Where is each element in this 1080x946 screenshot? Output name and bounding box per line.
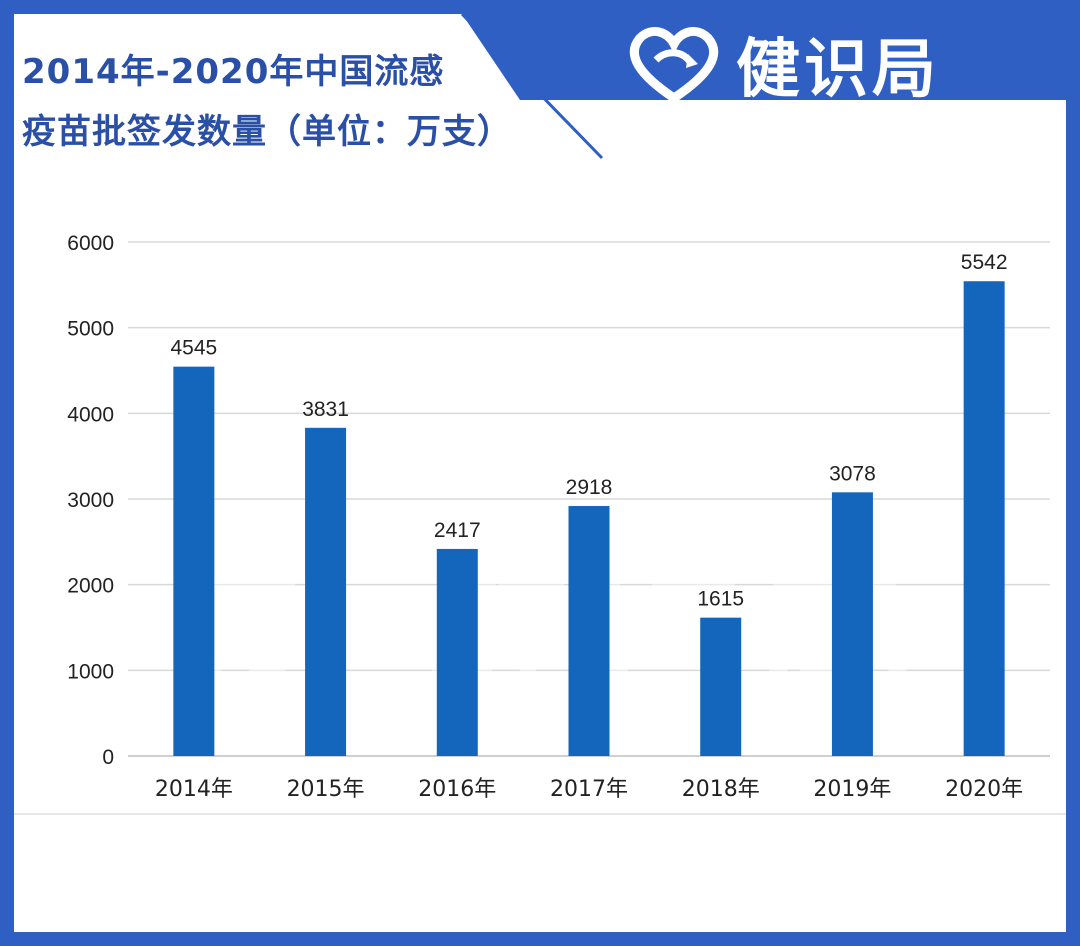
bar xyxy=(568,506,610,756)
y-tick-label: 1000 xyxy=(67,660,114,683)
bar xyxy=(305,427,347,756)
x-tick-label: 2019年 xyxy=(813,777,891,802)
y-axis: 0 1000 2000 3000 4000 5000 6000 xyxy=(67,232,114,769)
x-tick-label: 2018年 xyxy=(682,777,760,802)
watermark: 健识局 xyxy=(164,558,920,756)
label-layer: 4545 3831 2417 2918 1615 3078 5542 xyxy=(170,251,1007,610)
bar xyxy=(963,281,1005,756)
y-tick-label: 3000 xyxy=(67,489,114,512)
bar xyxy=(700,617,742,756)
data-label: 3078 xyxy=(829,462,876,485)
page-title-line-1: 2014年-2020年中国流感 xyxy=(22,52,445,92)
page-title-line-2: 疫苗批签发数量（单位：万支） xyxy=(22,112,512,152)
x-tick-label: 2015年 xyxy=(287,777,365,802)
bar xyxy=(436,548,478,756)
heart-icon xyxy=(629,26,719,104)
data-label: 3831 xyxy=(302,398,349,421)
x-tick-label: 2014年 xyxy=(155,777,233,802)
x-axis: 2014年 2015年 2016年 2017年 2018年 2019年 2020年 xyxy=(155,777,1023,802)
data-label: 2417 xyxy=(434,519,481,542)
logo-text: 健识局 xyxy=(736,33,940,107)
y-tick-label: 6000 xyxy=(67,232,114,255)
brand-logo: 健识局 xyxy=(626,18,940,110)
bar xyxy=(173,366,215,756)
y-tick-label: 2000 xyxy=(67,575,114,598)
x-tick-label: 2016年 xyxy=(418,777,496,802)
x-tick-label: 2017年 xyxy=(550,777,628,802)
header-divider xyxy=(460,12,604,160)
header-band xyxy=(462,14,1066,100)
y-tick-label: 0 xyxy=(102,746,114,769)
data-label: 2918 xyxy=(566,476,613,499)
data-label: 1615 xyxy=(697,588,744,611)
y-tick-label: 4000 xyxy=(67,403,114,426)
data-label: 4545 xyxy=(170,337,217,360)
x-tick-label: 2020年 xyxy=(945,777,1023,802)
bar xyxy=(831,492,873,756)
data-label: 5542 xyxy=(961,251,1008,274)
bar-layer xyxy=(173,281,1005,756)
y-tick-label: 5000 xyxy=(67,318,114,341)
